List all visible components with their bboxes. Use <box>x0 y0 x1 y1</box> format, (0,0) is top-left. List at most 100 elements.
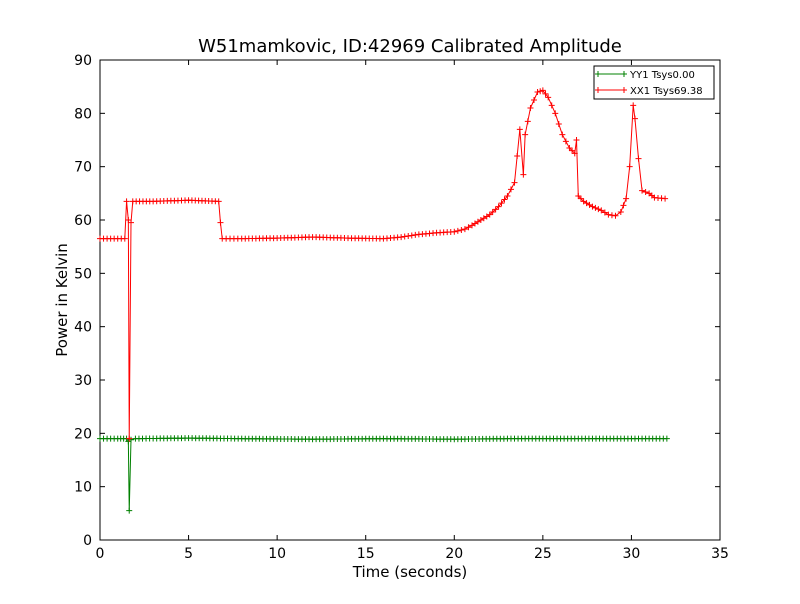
y-axis-label: Power in Kelvin <box>53 243 71 357</box>
x-tick-label: 20 <box>445 546 463 562</box>
series-xx1-marker <box>577 195 584 202</box>
chart-title: W51mamkovic, ID:42969 Calibrated Amplitu… <box>198 36 622 57</box>
series-xx1-marker <box>401 233 408 240</box>
series-xx1-marker <box>662 195 669 202</box>
series-xx1-marker <box>504 193 511 199</box>
series-xx1-marker <box>507 186 514 193</box>
series-xx1-marker <box>539 87 546 94</box>
y-tick-label: 60 <box>74 213 92 229</box>
series-xx1-marker <box>569 147 576 154</box>
series-xx1-marker <box>552 110 559 117</box>
y-tick-label: 40 <box>74 320 92 336</box>
series-xx1-marker <box>598 207 605 214</box>
series-xx1-marker <box>125 217 132 223</box>
series-xx1-marker <box>562 138 569 145</box>
series-xx1-marker <box>595 206 602 213</box>
legend: YY1 Tsys0.00 XX1 Tsys69.38 <box>593 65 715 100</box>
series-xx1-marker <box>489 209 496 215</box>
series-xx1-marker <box>121 235 128 242</box>
series-xx1-marker <box>123 198 130 205</box>
y-tick-label: 50 <box>74 266 92 282</box>
x-tick-label: 30 <box>623 546 641 562</box>
series-xx1-marker <box>571 150 578 157</box>
series-xx1-marker <box>617 209 624 215</box>
x-tick-label: 15 <box>357 546 375 562</box>
series-xx1-marker <box>642 189 649 195</box>
series-xx1-marker <box>498 200 505 207</box>
series-xx1-marker <box>608 212 615 219</box>
series-xx1-marker <box>461 226 468 233</box>
series-xx1-marker <box>630 102 637 109</box>
y-tick-label: 10 <box>74 480 92 496</box>
series-xx1-marker <box>542 90 549 97</box>
series-xx1-marker <box>548 102 555 109</box>
series-xx1-marker <box>524 118 531 125</box>
x-tick-label: 35 <box>711 546 729 562</box>
legend-entry-xx1: XX1 Tsys69.38 <box>595 86 703 97</box>
series-xx1-marker <box>592 204 599 211</box>
plot-area: 0 5 10 15 20 25 30 35 0 10 20 30 40 50 60 70 80 90 <box>74 53 729 562</box>
series-xx1-marker <box>623 195 630 202</box>
series-xx1-marker <box>537 88 544 95</box>
series-xx1-marker <box>486 211 493 218</box>
series-xx1-marker <box>465 224 472 231</box>
legend-label-yy1: YY1 Tsys0.00 <box>629 70 695 81</box>
series-xx1-marker <box>412 231 419 238</box>
y-tick-label: 20 <box>74 426 92 442</box>
legend-box <box>593 65 715 100</box>
series-xx1-markers <box>97 87 669 442</box>
legend-marker-yy1 <box>595 71 601 77</box>
y-tick-label: 30 <box>74 373 92 389</box>
x-tick-label: 5 <box>184 546 193 562</box>
y-tick-label: 90 <box>74 53 92 69</box>
series-xx1-marker <box>639 187 646 194</box>
y-tick-label: 80 <box>74 106 92 122</box>
series-xx1-marker <box>516 126 523 133</box>
series-yy1-markers <box>97 435 670 514</box>
series-yy1-marker <box>126 507 133 514</box>
series-xx1-marker <box>601 209 608 216</box>
series-xx1-marker <box>405 233 412 239</box>
x-tick-label: 10 <box>268 546 286 562</box>
x-tick-label: 0 <box>96 546 105 562</box>
legend-label-xx1: XX1 Tsys69.38 <box>630 86 703 97</box>
series-xx1-marker <box>566 145 573 151</box>
series-xx1-marker <box>458 226 465 233</box>
series-xx1-marker <box>126 435 133 442</box>
legend-marker-xx1 <box>595 87 601 93</box>
series-xx1-marker <box>217 219 224 226</box>
series-xx1-marker <box>215 198 222 205</box>
series-xx1-marker <box>555 121 562 127</box>
series-xx1-marker <box>626 163 633 170</box>
series-xx1-marker <box>631 115 638 122</box>
y-tick-label: 0 <box>83 533 92 549</box>
legend-marker-xx1 <box>621 87 627 93</box>
x-axis-label: Time (seconds) <box>352 563 468 581</box>
series-xx1-marker <box>454 227 461 234</box>
series-xx1-marker <box>520 171 527 178</box>
series-xx1-marker <box>514 153 521 159</box>
series-xx1-marker <box>398 234 405 241</box>
y-tick-label: 70 <box>74 160 92 176</box>
series-xx1-marker <box>534 89 541 95</box>
series-xx1-marker <box>620 202 627 209</box>
series-xx1-marker <box>451 228 458 235</box>
series-xx1-marker <box>605 211 612 218</box>
series-xx1-marker <box>128 219 134 226</box>
series-xx1-marker <box>501 196 508 203</box>
series-xx1-marker <box>527 105 534 111</box>
tick-layer: 0 5 10 15 20 25 30 35 0 10 20 30 40 50 60 70 80 90 <box>74 53 729 562</box>
series-layer <box>97 87 670 514</box>
series-xx1-marker <box>408 232 415 239</box>
series-yy1-marker <box>663 435 670 442</box>
series-xx1-marker <box>589 203 596 210</box>
series-xx1-marker <box>522 131 529 138</box>
series-xx1-marker <box>545 94 552 101</box>
series-xx1-marker <box>573 137 580 143</box>
legend-marker-yy1 <box>621 71 627 77</box>
series-xx1-marker <box>612 212 619 219</box>
x-tick-label: 25 <box>534 546 552 562</box>
series-xx1-marker <box>575 193 582 199</box>
